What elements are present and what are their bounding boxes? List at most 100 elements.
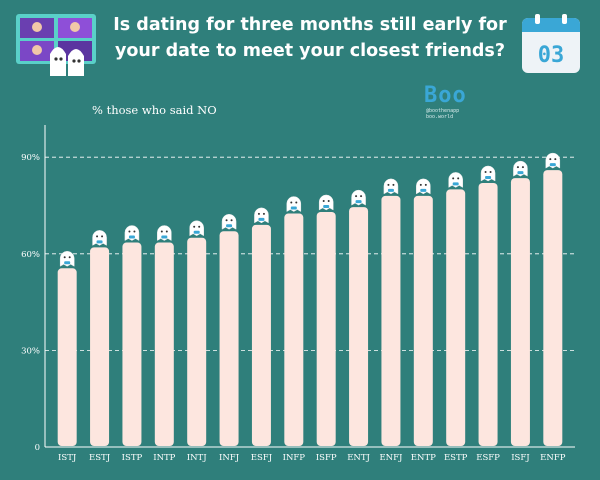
ghost-eye-icon [193, 225, 196, 228]
ghost-eye-icon [452, 177, 455, 180]
ghost-mascot-icon [221, 214, 237, 230]
y-tick-label: 90% [21, 153, 40, 163]
ghost-eye-icon [262, 212, 265, 215]
x-tick-label: ESTJ [89, 453, 111, 463]
x-tick-label: INFJ [219, 453, 240, 463]
ghost-mascot-icon [480, 165, 496, 182]
ghost-eye-icon [322, 199, 325, 202]
ghost-accessory-icon [64, 261, 71, 265]
ghost-mascot-icon [254, 207, 269, 224]
ghost-accessory-icon [96, 240, 103, 244]
ghost-accessory-icon [323, 204, 330, 208]
calendar-number: 03 [538, 43, 565, 68]
ghost-eye-icon [96, 235, 99, 238]
bar [413, 195, 433, 446]
ghost-accessory-icon [258, 217, 265, 221]
x-tick-label: ESTP [444, 453, 468, 463]
x-tick-label: ISFJ [511, 453, 530, 463]
x-tick-label: INTJ [187, 453, 207, 463]
bar [478, 182, 498, 446]
x-tick-label: ENTP [411, 453, 436, 463]
ghost-eye-icon [360, 195, 363, 198]
ghost-accessory-icon [387, 188, 394, 192]
chart-title: Is dating for three months still early f… [105, 12, 515, 64]
ghost-accessory-icon [128, 235, 135, 239]
bar [57, 268, 77, 446]
ghost-eye-icon [198, 225, 201, 228]
x-tick-label: INTP [153, 453, 175, 463]
bar [187, 237, 207, 446]
x-tick-label: ENFP [540, 453, 566, 463]
ghost-eye-icon [521, 166, 524, 169]
ghost-mascot-icon [416, 178, 431, 195]
ghost-mascot-icon [545, 152, 561, 169]
x-tick-label: INFP [283, 453, 306, 463]
ghost-accessory-icon [355, 200, 362, 204]
ghost-eye-icon [68, 256, 71, 259]
ghost-eye-icon [63, 256, 66, 259]
y-tick-label: 60% [21, 250, 40, 260]
y-tick-label: 30% [21, 346, 40, 356]
ghost-accessory-icon [161, 235, 168, 239]
ghost-accessory-icon [549, 163, 556, 167]
x-tick-label: ESFP [476, 453, 500, 463]
x-tick-label: ISFP [316, 453, 337, 463]
ghost-eye-icon [128, 230, 131, 233]
bar [381, 195, 401, 446]
title-line-2: your date to meet your closest friends? [114, 41, 506, 61]
ghost-mascot-icon [189, 220, 204, 237]
x-tick-label: ENTJ [347, 453, 370, 463]
ghost-accessory-icon [226, 224, 233, 228]
ghost-mascot-icon [157, 225, 172, 241]
ghost-eye-icon [489, 170, 492, 173]
ghost-mascot-icon [351, 189, 366, 206]
ghost-mascot-icon [318, 194, 334, 211]
ghost-accessory-icon [290, 206, 297, 210]
ghost-eye-icon [419, 183, 422, 186]
ghost-eye-icon [554, 158, 557, 161]
x-tick-label: ISTP [122, 453, 143, 463]
ghost-eye-icon [484, 170, 487, 173]
friends-illustration-icon [16, 14, 96, 76]
ghost-mascot-icon [286, 196, 302, 212]
ghost-eye-icon [516, 166, 519, 169]
ghost-mascot-icon [383, 178, 399, 195]
ghost-mascot-icon [59, 251, 75, 267]
ghost-accessory-icon [452, 182, 459, 186]
brand-site: boo.world [426, 114, 454, 120]
x-tick-label: ISTJ [58, 453, 77, 463]
ghost-eye-icon [327, 199, 330, 202]
x-tick-label: ENFJ [379, 453, 403, 463]
bar [446, 189, 466, 446]
ghost-eye-icon [355, 195, 358, 198]
bar [122, 242, 142, 446]
ghost-eye-icon [549, 158, 552, 161]
bar [251, 224, 271, 446]
y-axis-label: % those who said NO [92, 103, 217, 117]
ghost-eye-icon [225, 219, 228, 222]
bar [154, 242, 174, 446]
ghost-eye-icon [295, 201, 298, 204]
ghost-accessory-icon [517, 171, 524, 175]
ghost-accessory-icon [420, 188, 427, 192]
ghost-eye-icon [387, 183, 390, 186]
ghost-eye-icon [165, 230, 168, 233]
calendar-icon: 03 [522, 14, 580, 73]
ghost-eye-icon [257, 212, 260, 215]
brand-handle: @boothenapp [426, 108, 460, 114]
ghost-eye-icon [101, 235, 104, 238]
bar [90, 247, 110, 446]
ghost-eye-icon [424, 183, 427, 186]
ghost-eye-icon [457, 177, 460, 180]
bar [543, 170, 563, 446]
ghost-mascot-icon [92, 230, 107, 246]
ghost-mascot-icon [124, 225, 140, 241]
ghost-accessory-icon [485, 175, 492, 179]
ghost-mascot-icon [513, 160, 528, 177]
bar [510, 178, 530, 446]
ghost-accessory-icon [193, 230, 200, 234]
brand-logo-text: Boo [424, 83, 467, 108]
ghost-eye-icon [160, 230, 163, 233]
ghost-eye-icon [392, 183, 395, 186]
